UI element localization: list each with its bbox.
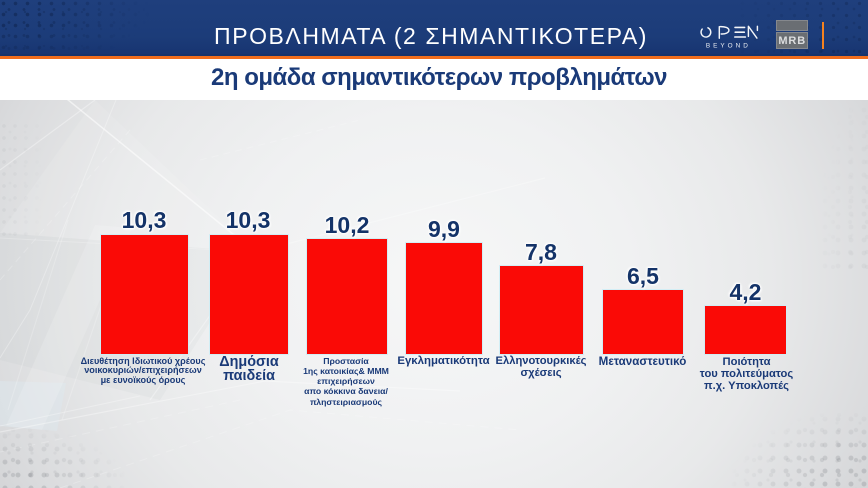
- svg-text:BEYOND: BEYOND: [706, 42, 751, 49]
